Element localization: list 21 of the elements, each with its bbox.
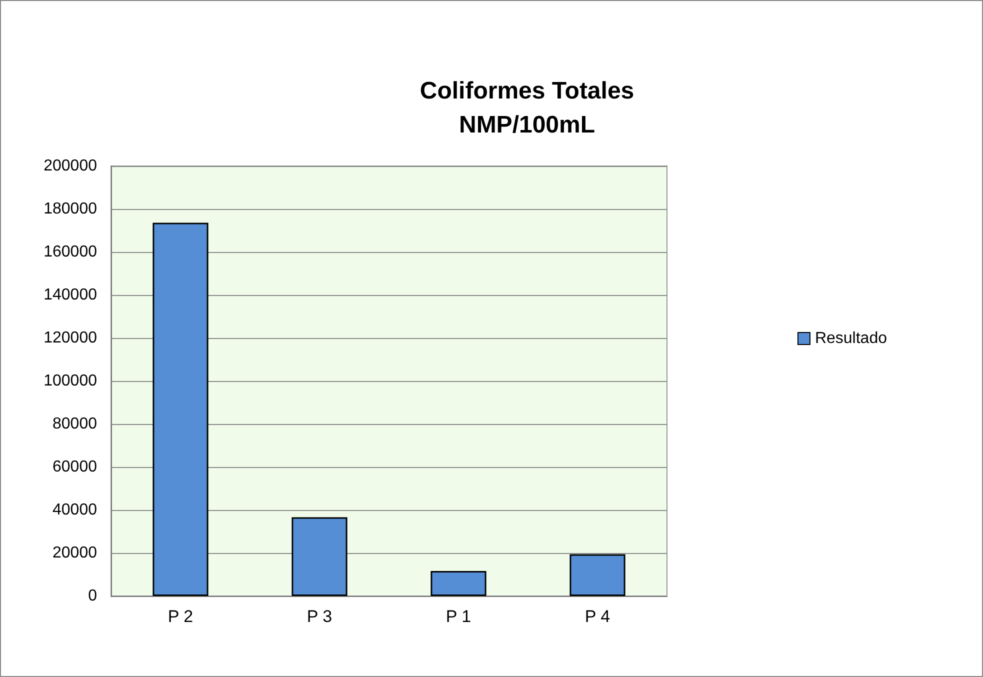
- y-tick-label: 80000: [52, 416, 98, 432]
- y-tick-label: 40000: [52, 502, 98, 518]
- y-tick-label: 0: [88, 588, 98, 604]
- x-tick-label: P 1: [446, 607, 472, 626]
- chart-title: Coliformes Totales NMP/100mL: [420, 78, 634, 138]
- x-tick-label: P 4: [584, 607, 610, 626]
- y-tick-label: 100000: [44, 372, 98, 390]
- legend-label: Resultado: [814, 330, 888, 347]
- x-tick-label: P 2: [168, 607, 194, 626]
- bar: [152, 222, 208, 596]
- y-tick-label: 120000: [44, 330, 98, 346]
- y-tick-label: 200000: [44, 158, 98, 174]
- y-tick-label: 140000: [44, 286, 98, 304]
- bar: [570, 554, 626, 596]
- y-tick-label: 60000: [52, 458, 98, 476]
- y-tick-label: 160000: [44, 244, 98, 260]
- y-tick-label: 20000: [52, 544, 98, 562]
- bar: [430, 571, 486, 596]
- y-tick-label: 180000: [44, 200, 98, 218]
- bar: [292, 517, 348, 596]
- x-tick-label: P 3: [306, 607, 332, 626]
